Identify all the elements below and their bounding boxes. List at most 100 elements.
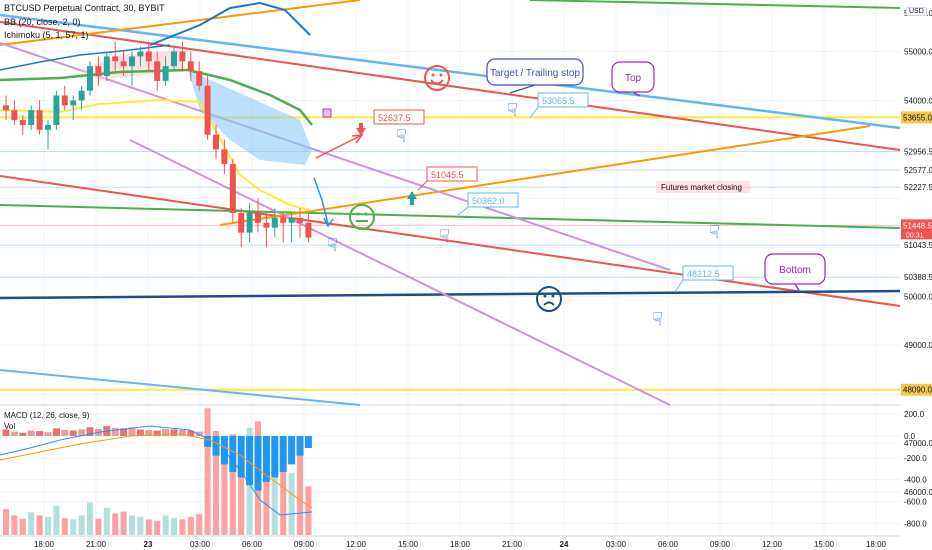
volume-bar [305,486,312,535]
trend-line [529,0,901,9]
macd-hist-bar [237,436,245,478]
candle-body [162,66,169,81]
candle-body [238,213,245,233]
time-axis: 18:00 21:00 23 03:00 06:00 09:00 12:00 15:00 18:… [0,535,900,549]
volume-bar [179,519,186,535]
price-tag-label: 48090.0 [903,386,932,395]
volume-bar [162,515,169,535]
trend-line [219,125,871,226]
candle-body [154,61,161,81]
candle-body [120,61,127,67]
volume-bar [288,473,295,535]
volume-bar [137,516,144,535]
volume-bar [129,515,135,535]
volume-bar [196,514,203,535]
candle-body [28,110,35,125]
time-axis-label: 15:00 [814,540,835,549]
candle-body [95,66,102,76]
price-axis-label: 54000.0 [904,96,932,105]
price-axis-label: 52577.0 [904,166,932,175]
pointing-hand-icon: ☟ [439,226,450,246]
macd-hist-bar [36,431,44,436]
down-arrow-icon [356,128,366,136]
volume-bar [95,518,102,535]
volume-bar [78,515,85,535]
candle-body [112,56,119,62]
happy-face-icon-mouth [430,79,444,85]
candle-body [263,222,270,228]
macd-hist-bar [262,436,270,482]
macd-hist-bar [271,436,279,478]
top-callout-tail [632,91,641,97]
macd-hist-bar [195,431,203,436]
candle-body [87,66,93,91]
down-arrow-icon [359,123,363,129]
pointing-hand-icon: ☟ [652,309,663,329]
macd-hist-bar [61,429,69,436]
time-axis-label: 18:00 [866,540,887,549]
up-arrow-icon [410,199,414,205]
neutral-face-icon-outline [349,204,375,230]
top-callout-text: Top [625,73,642,84]
candle-body [187,61,194,72]
time-axis-label: 03:00 [606,540,627,549]
candle-body [213,134,219,150]
volume-bar [187,516,194,535]
vol-indicator-label[interactable]: Vol [4,422,16,431]
currency-badge[interactable]: USD [906,7,927,16]
pointing-hand-icon: ☟ [507,100,518,120]
futures-note-text: Futures market closing [661,183,742,192]
macd-hist-bar [86,427,94,436]
trend-line [0,369,361,406]
happy-face-icon-eye [439,73,443,77]
macd-hist-bar [136,429,144,436]
macd-hist-bar [204,436,212,447]
macd-signal-line [0,433,313,509]
ichimoku-cloud [188,70,312,165]
price-label-51045-box [426,166,478,182]
volume-bar [229,434,236,535]
price-axis: 55000.0 54000.0 52956.5 52577.0 52227.5 51043… [901,9,932,528]
volume-bar [11,515,18,535]
volume-bar [238,450,245,535]
macd-hist-bar [170,429,178,436]
candle-body [305,222,312,238]
macd-hist-bar [279,436,287,473]
macd-axis-label: -400.0 [904,476,927,485]
callout-pointer [457,206,469,216]
trend-line [0,21,901,151]
macd-axis-label: 200.0 [904,410,925,419]
ichimoku-indicator-label[interactable]: Ichimoku (5, 1, 57, 1) [4,30,89,40]
bb-indicator-label[interactable]: BB (20, close, 2, 0) [4,17,81,27]
candle-body [288,217,295,223]
macd-hist-bar [187,430,195,436]
macd-hist-bar [2,429,10,436]
top-callout: Top [611,61,655,97]
price-tag-countdown: 00:31 [906,232,924,239]
volume-bar [297,450,303,535]
time-axis-label: 12:00 [762,540,783,549]
target-callout: Target / Trailing stop [486,58,584,94]
price-label-51045: 51045.5 [426,166,478,182]
candle-body [179,51,186,62]
volume-bar [61,518,68,535]
macd-line [0,425,313,516]
marker-icon [322,108,332,118]
neutral-face-icon [349,204,375,230]
macd-indicator-label[interactable]: MACD (12, 26, close, 9) [4,411,90,420]
volume-bar [28,512,35,535]
volume-bar [103,507,110,535]
candle-body [45,124,51,130]
macd-hist-bar [162,428,170,436]
time-axis-label: 23 [144,540,153,549]
callout-pointer [674,279,684,293]
price-label-48212-text: 48212.5 [687,269,720,279]
bottom-callout-text: Bottom [779,265,811,276]
volume-bar [53,505,60,535]
time-axis-label: 12:00 [346,540,367,549]
macd-axis-label: -200.0 [904,454,927,463]
candle-body [3,105,9,111]
trend-line [0,175,901,307]
projection-arrowhead [323,217,334,228]
